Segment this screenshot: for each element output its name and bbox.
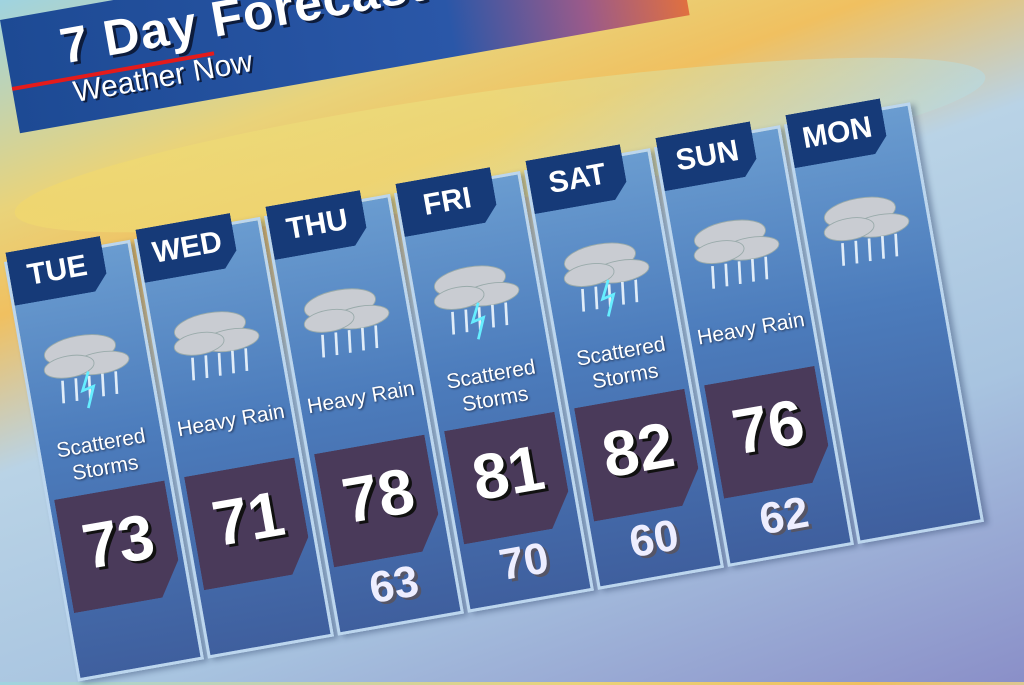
day-card-tue: TUE Scattered Storms 73 [4, 240, 205, 682]
high-temp: 81 [444, 412, 574, 545]
day-card-mon: MON [783, 102, 984, 544]
condition-label: Heavy Rain [305, 376, 417, 419]
thunderstorm-icon [30, 314, 144, 420]
day-card-sat: SAT Scattered Storms 82 60 [523, 148, 725, 590]
high-temp: 73 [54, 480, 184, 613]
cloud-icon [810, 177, 924, 283]
condition-label [819, 283, 939, 304]
high-temp: 82 [574, 389, 704, 522]
day-tab: TUE [5, 236, 109, 306]
day-card-sun: SUN Heavy Rain 76 62 [653, 125, 855, 567]
heavy-rain-icon [680, 199, 794, 305]
forecast-row: TUE Scattered Storms 73 WED Heavy Rain 7… [4, 97, 1014, 685]
high-temp: 76 [704, 366, 834, 499]
high-temp: 71 [184, 458, 314, 591]
thunderstorm-icon [420, 245, 534, 351]
day-card-thu: THU Heavy Rain 78 63 [263, 194, 465, 636]
high-temp: 78 [314, 435, 444, 568]
day-card-wed: WED Heavy Rain 71 [133, 217, 335, 659]
thunderstorm-icon [550, 222, 664, 328]
heavy-rain-icon [160, 291, 274, 397]
condition-label: Scattered Storms [444, 355, 538, 417]
day-card-fri: FRI Scattered Storms 81 70 [393, 171, 595, 613]
heavy-rain-icon [290, 268, 404, 374]
condition-label: Heavy Rain [695, 308, 807, 350]
condition-label: Scattered Storms [54, 424, 148, 486]
condition-label: Heavy Rain [175, 399, 287, 442]
condition-label: Scattered Storms [574, 332, 668, 394]
